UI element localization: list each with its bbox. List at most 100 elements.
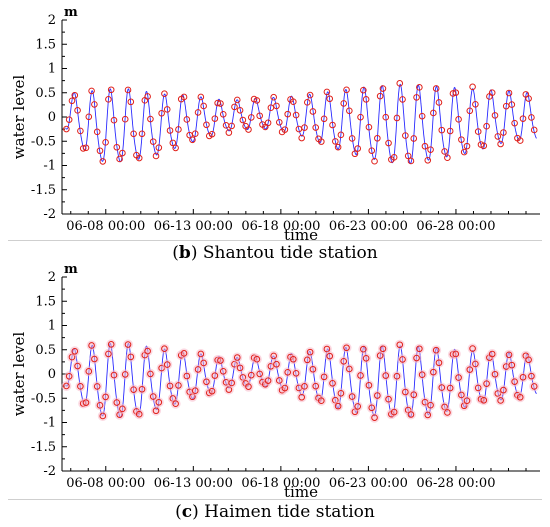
observed-point [432,346,440,354]
chart-shantou: -2 -1.5 -1 -0.5 0 0.5 1 1.5 2 06-08 00:00 06-13 00… [10,5,540,244]
observed-point [530,126,538,134]
observed-point [500,129,507,136]
observed-point [379,85,387,92]
observed-point-halo [179,348,190,359]
observed-point [390,408,398,416]
observed-point-halo [347,391,358,402]
x-tick-label: 06-18 00:00 [241,476,320,491]
observed-point [413,354,420,362]
observed-point-halo [142,346,153,357]
observed-point [418,112,426,120]
observed-point [497,140,504,148]
observed-point [452,89,460,96]
observed-point [511,119,518,127]
observed-point [110,116,118,124]
observed-point-halo [310,381,321,392]
observed-point-halo [380,370,391,381]
observed-point [264,119,272,127]
x-tick-label: 06-18 00:00 [241,219,320,234]
observed-point [402,388,409,396]
observed-point-halo [117,403,128,414]
observed-point-halo [383,394,394,405]
observed-point [346,365,353,373]
observed-point [396,80,404,87]
observed-point [183,116,191,123]
observed-point-halo [243,381,254,392]
observed-point [483,122,490,130]
observed-point [385,395,392,403]
observed-point-halo [305,347,316,358]
observed-point [301,383,308,390]
observed-point [239,116,247,124]
observed-point [91,355,98,363]
observed-point-halo [377,343,388,354]
observed-point [382,113,390,121]
observed-point [99,158,107,165]
observed-point-halo [226,377,237,388]
observed-point [85,368,93,375]
observed-point-halo [408,389,419,400]
observed-point [516,137,524,144]
observed-point [65,116,73,123]
observed-point [329,121,336,129]
observed-point [346,107,353,115]
observed-point [494,133,502,140]
observed-point [135,410,143,418]
observed-point [158,109,165,117]
y-tick-label: -1.5 [31,440,56,455]
y-tick-label: -0.5 [31,134,56,149]
observed-point [247,114,255,121]
observed-point-halo [94,400,105,411]
observed-point-halo [442,407,453,418]
observed-point [245,383,252,390]
observed-point-halo [173,380,184,391]
observed-point [393,372,401,380]
observed-point-halo [198,357,209,368]
observed-point [231,103,238,111]
observed-point [334,143,342,151]
observed-point [147,115,154,123]
y-tick-label: -0.5 [31,391,56,406]
x-axis-label: time [284,483,318,501]
separator-top [8,240,542,241]
observed-point [71,91,79,99]
observed-point [194,109,202,116]
observed-point [519,115,527,122]
observed-point-halo [125,351,136,362]
observed-point [152,407,160,415]
observed-point [474,384,482,392]
observed-point-halo [246,370,257,381]
observed-point [519,373,527,381]
observed-point [124,341,132,348]
observed-point-halo [431,345,442,356]
observed-point [211,372,219,379]
observed-point [228,379,235,387]
observed-point [427,146,434,153]
observed-point-halo [97,410,108,421]
observed-point [458,136,465,143]
observed-point-halo [358,344,369,355]
observed-point [320,115,328,123]
observed-point [214,99,221,107]
observed-point [365,123,373,131]
observed-point-halo [515,392,526,403]
observed-point-halo [83,366,94,377]
observed-point [107,86,115,94]
observed-point [191,387,199,394]
caption-shantou: (b) Shantou tide station [172,243,378,263]
observed-point [175,126,182,133]
observed-point [245,126,252,133]
observed-point [362,354,370,362]
observed-point [460,148,468,156]
observed-point-halo [391,371,402,382]
observed-point [203,378,210,386]
observed-point [483,380,490,387]
observed-point [371,157,378,165]
observed-point-halo [215,355,226,366]
observed-point [508,101,516,108]
observed-point-halo [64,371,75,382]
observed-point-halo [120,369,131,380]
observed-point [455,116,462,123]
observed-point [275,377,283,384]
observed-point-halo [123,339,134,350]
